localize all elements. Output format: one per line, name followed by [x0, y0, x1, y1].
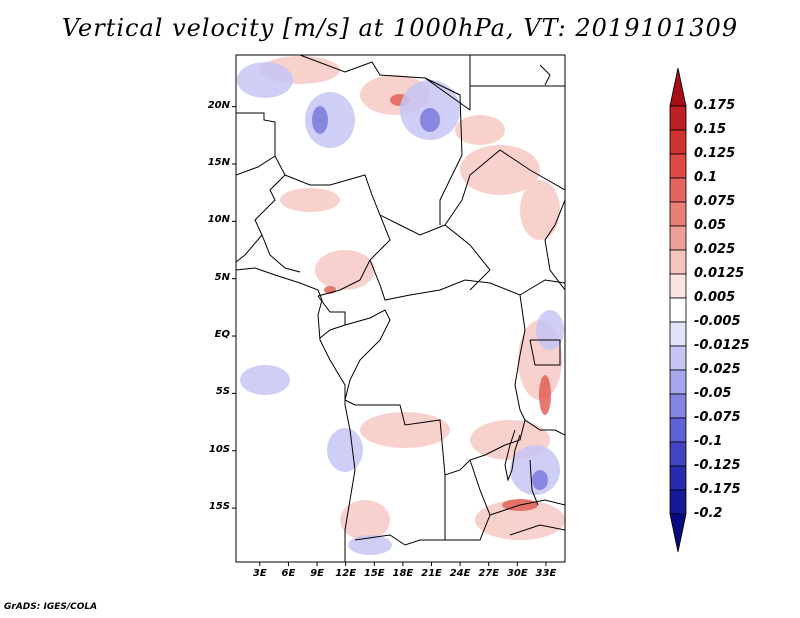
lon-label: 33E — [535, 568, 557, 579]
colorbar-segment — [669, 67, 687, 107]
colorbar-segment — [669, 129, 687, 155]
velocity-field — [236, 55, 565, 562]
colorbar-segment — [669, 321, 687, 347]
lon-label: 21E — [421, 568, 442, 579]
latitude-ticks — [232, 106, 236, 509]
map-frame — [235, 54, 566, 563]
colorbar-segment — [669, 177, 687, 203]
colorbar-label: 0.005 — [694, 290, 736, 305]
country-borders — [236, 55, 565, 562]
colorbar-label: 0.075 — [694, 194, 736, 209]
colorbar-label: -0.1 — [694, 434, 723, 449]
colorbar — [669, 67, 687, 553]
longitude-ticks — [259, 562, 547, 566]
colorbar-label: 0.0125 — [694, 266, 745, 281]
map-title: Vertical velocity [m/s] at 1000hPa, VT: … — [61, 14, 739, 42]
colorbar-label: 0.025 — [694, 242, 736, 257]
colorbar-label: -0.125 — [694, 458, 741, 473]
colorbar-label: 0.175 — [694, 98, 736, 113]
strong-downward-patches — [312, 106, 548, 490]
lon-label: 9E — [310, 568, 324, 579]
lon-label: 15E — [363, 568, 385, 579]
colorbar-label: 0.1 — [694, 170, 718, 185]
lon-label: 30E — [506, 568, 528, 579]
colorbar-segment — [669, 105, 687, 131]
colorbar-label: 0.125 — [694, 146, 736, 161]
lat-label: 5N — [214, 271, 230, 283]
lat-label: 20N — [207, 99, 230, 111]
lat-label: 15N — [207, 156, 230, 168]
colorbar-label: -0.005 — [694, 314, 741, 329]
lon-label: 18E — [392, 568, 414, 579]
colorbar-segment — [669, 369, 687, 395]
lat-label: 5S — [215, 386, 230, 398]
colorbar-segment — [669, 441, 687, 467]
lon-label: 12E — [335, 568, 357, 579]
lon-label: 24E — [449, 568, 471, 579]
lon-label: 3E — [252, 568, 267, 579]
colorbar-label: -0.175 — [694, 482, 741, 497]
colorbar-segment — [669, 345, 687, 371]
colorbar-segment — [669, 249, 687, 275]
colorbar-label: 0.15 — [694, 122, 727, 137]
colorbar-segment — [669, 225, 687, 251]
lon-label: 27E — [478, 568, 500, 579]
colorbar-segment — [669, 297, 687, 323]
colorbar-label: -0.2 — [694, 506, 723, 521]
colorbar-segment — [669, 201, 687, 227]
colorbar-segment — [669, 273, 687, 299]
credit-text: GrADS: IGES/COLA — [4, 602, 98, 612]
colorbar-segment — [669, 153, 687, 179]
lat-label: 10N — [207, 214, 230, 226]
lat-label: 10S — [208, 443, 230, 455]
colorbar-label: -0.05 — [694, 386, 732, 401]
lat-label: 15S — [208, 501, 230, 513]
colorbar-label: -0.025 — [694, 362, 741, 377]
colorbar-label: -0.0125 — [694, 338, 750, 353]
lon-label: 6E — [281, 568, 296, 579]
colorbar-segment — [669, 393, 687, 419]
colorbar-label: 0.05 — [694, 218, 727, 233]
colorbar-label: -0.075 — [694, 410, 741, 425]
colorbar-segment — [669, 513, 687, 553]
lat-label: EQ — [214, 329, 230, 341]
colorbar-segment — [669, 489, 687, 515]
colorbar-segment — [669, 465, 687, 491]
colorbar-segment — [669, 417, 687, 443]
